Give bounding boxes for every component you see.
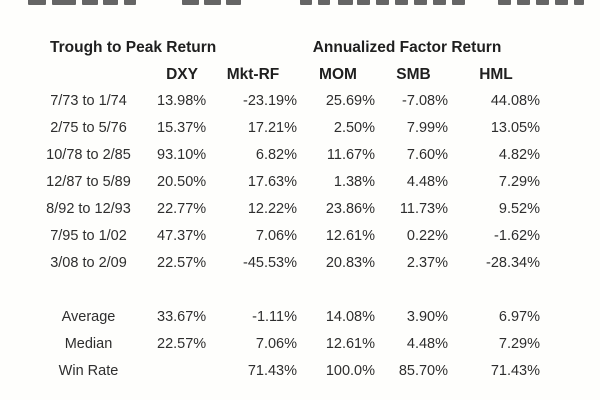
column-header-hml: HML — [479, 66, 513, 83]
value-cell: 7.60% — [406, 147, 448, 163]
period-cell: 8/92 to 12/93 — [46, 201, 131, 217]
column-header-smb: SMB — [396, 66, 431, 83]
value-cell: -23.19% — [242, 93, 297, 109]
cropped-text-mark — [414, 0, 427, 5]
value-cell: 47.37% — [157, 228, 207, 244]
summary-value-cell: 71.43% — [247, 363, 297, 379]
value-cell: 12.61% — [325, 228, 375, 244]
summary-value-cell: 6.97% — [498, 309, 540, 325]
spacer-cell — [20, 61, 157, 88]
column-header-mkt-rf: Mkt-RF — [226, 66, 280, 83]
value-cell: 6.82% — [255, 147, 297, 163]
cropped-text-mark — [300, 0, 312, 5]
summary-label-median: Median — [64, 336, 113, 352]
cropped-text-mark — [498, 0, 511, 5]
value-cell: 9.52% — [498, 201, 540, 217]
cropped-text-remnant — [0, 0, 600, 8]
value-cell: 93.10% — [157, 147, 207, 163]
summary-value-cell: 3.90% — [406, 309, 448, 325]
cropped-text-mark — [226, 0, 241, 5]
value-cell: 17.63% — [247, 174, 297, 190]
column-header-mom: MOM — [319, 66, 357, 83]
value-cell: 1.38% — [333, 174, 375, 190]
cropped-text-mark — [395, 0, 408, 5]
value-cell: 44.08% — [490, 93, 540, 109]
column-header-dxy: DXY — [166, 66, 198, 83]
value-cell: 7.06% — [255, 228, 297, 244]
value-cell: 20.83% — [325, 255, 375, 271]
group-header-left: Trough to Peak Return — [50, 39, 217, 56]
value-cell: 4.48% — [406, 174, 448, 190]
value-cell: 12.22% — [247, 201, 297, 217]
value-cell: -45.53% — [242, 255, 297, 271]
period-cell: 12/87 to 5/89 — [46, 174, 131, 190]
cropped-text-mark — [52, 0, 76, 5]
period-cell: 10/78 to 2/85 — [46, 147, 131, 163]
summary-label-average: Average — [61, 309, 116, 325]
period-cell: 7/95 to 1/02 — [50, 228, 127, 244]
value-cell: 2.50% — [333, 120, 375, 136]
summary-value-cell: -1.11% — [252, 309, 297, 325]
value-cell: -28.34% — [485, 255, 540, 271]
value-cell: 17.21% — [247, 120, 297, 136]
value-cell: 2.37% — [406, 255, 448, 271]
value-cell: 20.50% — [157, 174, 207, 190]
returns-table: Trough to Peak Return Annualized Factor … — [20, 34, 542, 385]
period-cell: 3/08 to 2/09 — [50, 255, 127, 271]
summary-value-cell: 85.70% — [398, 363, 448, 379]
cropped-text-mark — [182, 0, 199, 5]
value-cell: 0.22% — [406, 228, 448, 244]
group-header-right: Annualized Factor Return — [312, 39, 502, 56]
summary-value-cell — [157, 358, 207, 385]
value-cell: 7.99% — [406, 120, 448, 136]
cropped-text-mark — [433, 0, 446, 5]
summary-value-cell: 14.08% — [325, 309, 375, 325]
period-cell: 2/75 to 5/76 — [50, 120, 127, 136]
value-cell: -1.62% — [494, 228, 540, 244]
value-cell: 13.05% — [490, 120, 540, 136]
cropped-text-mark — [82, 0, 98, 5]
spacer-row — [20, 277, 542, 304]
value-cell: -7.08% — [402, 93, 448, 109]
cropped-text-mark — [103, 0, 118, 5]
value-cell: 11.67% — [326, 147, 375, 163]
summary-value-cell: 12.61% — [325, 336, 375, 352]
cropped-text-mark — [204, 0, 221, 5]
value-cell: 15.37% — [157, 120, 207, 136]
value-cell: 4.82% — [498, 147, 540, 163]
summary-value-cell: 71.43% — [490, 363, 540, 379]
summary-label-win-rate: Win Rate — [58, 363, 119, 379]
cropped-text-mark — [338, 0, 353, 5]
summary-value-cell: 100.0% — [325, 363, 375, 379]
cropped-text-mark — [536, 0, 549, 5]
cropped-text-mark — [517, 0, 530, 5]
value-cell: 22.57% — [157, 255, 207, 271]
cropped-text-mark — [124, 0, 136, 5]
summary-value-cell: 4.48% — [406, 336, 448, 352]
cropped-text-mark — [318, 0, 330, 5]
summary-value-cell: 7.06% — [255, 336, 297, 352]
cropped-text-mark — [376, 0, 389, 5]
summary-value-cell: 7.29% — [498, 336, 540, 352]
period-cell: 7/73 to 1/74 — [50, 93, 127, 109]
cropped-text-mark — [452, 0, 465, 5]
value-cell: 11.73% — [399, 201, 448, 217]
cropped-text-mark — [574, 0, 584, 5]
value-cell: 22.77% — [157, 201, 207, 217]
summary-value-cell: 33.67% — [157, 309, 207, 325]
value-cell: 23.86% — [325, 201, 375, 217]
cropped-text-mark — [555, 0, 568, 5]
summary-value-cell: 22.57% — [157, 336, 207, 352]
value-cell: 25.69% — [325, 93, 375, 109]
cropped-text-mark — [357, 0, 370, 5]
value-cell: 13.98% — [157, 93, 207, 109]
value-cell: 7.29% — [498, 174, 540, 190]
cropped-text-mark — [28, 0, 46, 5]
